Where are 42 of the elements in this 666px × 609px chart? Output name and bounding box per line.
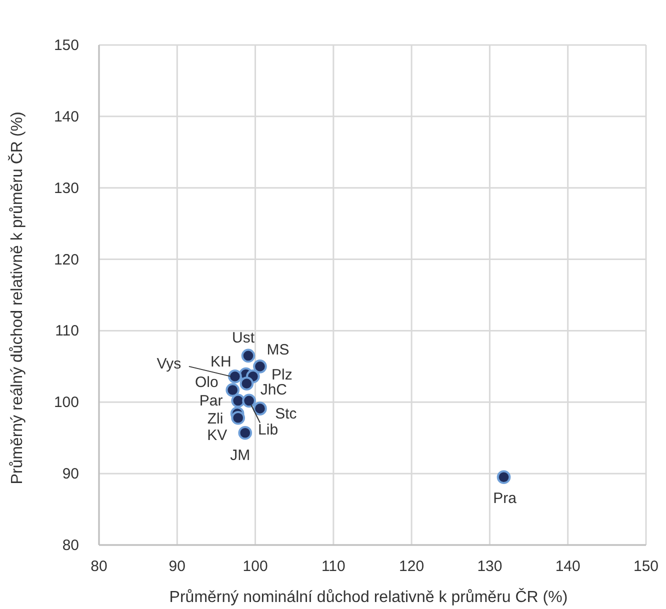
y-tick-label: 90 [62, 466, 79, 483]
x-tick-label: 130 [477, 558, 502, 575]
annotation: Lib [258, 422, 278, 439]
point [253, 360, 267, 374]
point [228, 370, 242, 384]
annotation: Stc [275, 406, 298, 423]
annotation: Vys [156, 355, 182, 372]
y-tick-label: 140 [54, 108, 79, 126]
point [242, 394, 256, 408]
point [226, 383, 240, 397]
y-tick-label: 130 [54, 180, 79, 197]
annotation: Pra [493, 490, 518, 508]
annotation: KH [210, 353, 232, 370]
x-tick-label: 110 [321, 558, 346, 575]
annotation: KV [207, 426, 228, 444]
point [241, 348, 256, 363]
y-tick-label: 100 [54, 394, 79, 412]
y-tick-label: 150 [54, 37, 79, 54]
annotation: Ust [232, 330, 256, 347]
x-axis-title: Průměrný nominální důchod relativně k průměru ČR (%) [169, 588, 568, 606]
x-tick-label: 120 [399, 558, 424, 575]
point [253, 402, 267, 416]
annotation: JhC [260, 382, 288, 399]
y-tick-label: 110 [55, 322, 79, 340]
annotation: Plz [272, 366, 292, 384]
annotation: JM [230, 446, 250, 464]
x-tick-label: 80 [90, 558, 108, 575]
annotation: Olo [194, 374, 218, 391]
x-tick-label: 150 [633, 558, 659, 575]
x-tick-label: 140 [555, 558, 580, 575]
x-tick-label: 90 [168, 558, 186, 575]
point [231, 410, 246, 425]
y-tick-label: 120 [54, 251, 79, 268]
point [240, 376, 254, 390]
annotation: MS [266, 341, 290, 358]
annotation: Zli [207, 410, 224, 428]
y-tick-label: 80 [62, 537, 79, 554]
y-axis-title: Průměrný reálný důchod relativně k průměru ČR (%) [8, 112, 26, 484]
point [496, 470, 511, 484]
annotation: Par [199, 392, 223, 410]
x-tick-label: 100 [242, 558, 268, 575]
point [238, 426, 252, 440]
